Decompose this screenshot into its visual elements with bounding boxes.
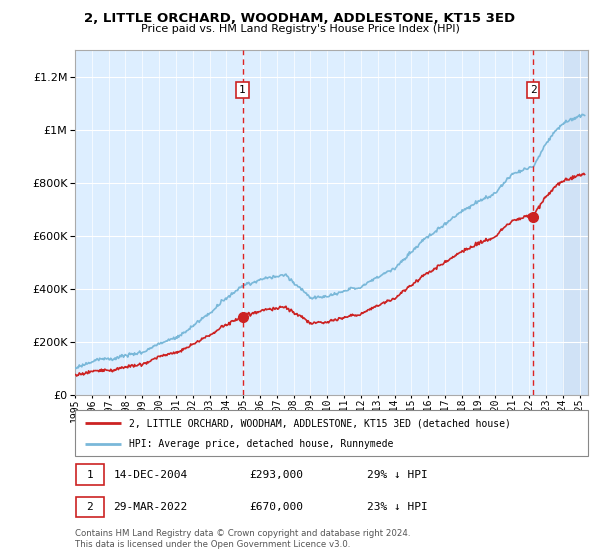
Text: 14-DEC-2004: 14-DEC-2004 — [113, 470, 188, 480]
FancyBboxPatch shape — [76, 497, 104, 517]
Text: 2: 2 — [86, 502, 93, 512]
Text: Contains HM Land Registry data © Crown copyright and database right 2024.
This d: Contains HM Land Registry data © Crown c… — [75, 529, 410, 549]
Text: £293,000: £293,000 — [250, 470, 304, 480]
Text: 1: 1 — [239, 85, 246, 95]
Text: 1: 1 — [86, 470, 93, 480]
Text: £670,000: £670,000 — [250, 502, 304, 512]
Text: 2, LITTLE ORCHARD, WOODHAM, ADDLESTONE, KT15 3ED (detached house): 2, LITTLE ORCHARD, WOODHAM, ADDLESTONE, … — [129, 418, 511, 428]
Text: 2: 2 — [530, 85, 536, 95]
Text: 23% ↓ HPI: 23% ↓ HPI — [367, 502, 428, 512]
Text: HPI: Average price, detached house, Runnymede: HPI: Average price, detached house, Runn… — [129, 440, 393, 450]
Text: 2, LITTLE ORCHARD, WOODHAM, ADDLESTONE, KT15 3ED: 2, LITTLE ORCHARD, WOODHAM, ADDLESTONE, … — [85, 12, 515, 25]
Text: 29% ↓ HPI: 29% ↓ HPI — [367, 470, 428, 480]
Bar — [563, 50, 588, 395]
FancyBboxPatch shape — [76, 464, 104, 485]
Text: Price paid vs. HM Land Registry's House Price Index (HPI): Price paid vs. HM Land Registry's House … — [140, 24, 460, 34]
Text: 29-MAR-2022: 29-MAR-2022 — [113, 502, 188, 512]
FancyBboxPatch shape — [75, 410, 588, 456]
